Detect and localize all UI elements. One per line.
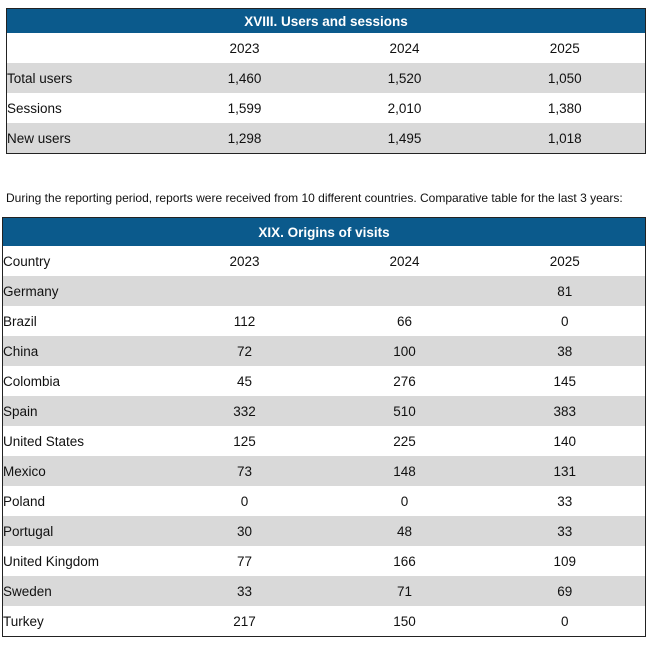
country-label: United States	[3, 433, 85, 449]
country-label: Colombia	[3, 373, 61, 389]
users-sessions-title: XVIII. Users and sessions	[6, 8, 646, 33]
table-cell: 1,460	[164, 63, 325, 93]
origins-title: XIX. Origins of visits	[2, 217, 646, 246]
country-label: Sweden	[2, 576, 165, 606]
table-cell: 225	[393, 433, 416, 449]
table-cell: 1,520	[324, 63, 485, 93]
table-cell: 66	[396, 313, 413, 329]
table-cell: 1,298	[164, 123, 325, 154]
table-cell: 109	[553, 553, 577, 569]
table-row: United States 125 225 140	[3, 426, 646, 456]
table-cell: 0	[561, 313, 569, 329]
country-label: Portugal	[2, 516, 165, 546]
table-cell: 140	[553, 433, 577, 449]
table-cell: 332	[164, 396, 325, 426]
column-header: 2024	[389, 40, 420, 56]
table-row: Portugal 30 48 33	[2, 516, 646, 546]
table-cell: 125	[233, 433, 256, 449]
table-cell: 71	[324, 576, 485, 606]
table-cell	[164, 276, 325, 306]
country-label: United Kingdom	[3, 553, 100, 569]
table-cell: 1,380	[547, 100, 582, 116]
table-cell: 0	[400, 493, 409, 509]
column-header: 2025	[549, 40, 580, 56]
table-cell: 145	[553, 373, 577, 389]
country-label: Spain	[2, 396, 165, 426]
table-cell: 30	[164, 516, 325, 546]
table-cell: 1,495	[324, 123, 485, 154]
intro-paragraph: During the reporting period, reports wer…	[6, 191, 623, 205]
column-header: 2024	[389, 253, 420, 269]
country-label: Germany	[2, 276, 165, 306]
table-row: United Kingdom 77 166 109	[3, 546, 646, 576]
table-cell: 1,599	[227, 100, 262, 116]
table-cell: 510	[324, 396, 485, 426]
table-cell: 100	[324, 336, 485, 366]
table-cell: 69	[484, 576, 646, 606]
table-row: Brazil 112 66 0	[3, 306, 646, 336]
table-cell: 33	[557, 493, 573, 509]
table-cell: 166	[393, 553, 416, 569]
table-cell: 1,018	[484, 123, 646, 154]
column-header	[7, 33, 165, 63]
table-row: Spain 332 510 383	[2, 396, 646, 426]
table-cell: 131	[484, 456, 646, 486]
table-cell: 0	[240, 493, 249, 509]
table-cell: 217	[233, 613, 256, 629]
table-header-row: Country 2023 2024 2025	[3, 246, 646, 276]
table-cell: 77	[236, 553, 253, 569]
table-cell: 81	[484, 276, 646, 306]
table-header-row: 2023 2024 2025	[7, 33, 646, 63]
table-cell: 33	[484, 516, 646, 546]
country-label: Poland	[3, 493, 46, 509]
country-label: China	[2, 336, 165, 366]
origins-table: XIX. Origins of visits Country 2023 2024…	[2, 217, 647, 637]
table-cell: 38	[484, 336, 646, 366]
table-cell: 1,050	[484, 63, 646, 93]
table-cell	[324, 276, 485, 306]
table-row: China 72 100 38	[2, 336, 646, 366]
table-cell: 150	[393, 613, 416, 629]
table-row: Mexico 73 148 131	[2, 456, 646, 486]
table-cell: 45	[236, 373, 253, 389]
table-cell: 148	[324, 456, 485, 486]
row-label: New users	[6, 123, 165, 154]
table-row: Germany 81	[2, 276, 646, 306]
users-sessions-table: XVIII. Users and sessions 2023 2024 2025…	[6, 8, 647, 154]
column-header: Country	[3, 253, 51, 269]
table-cell: 48	[324, 516, 485, 546]
column-header: 2023	[229, 253, 260, 269]
column-header: 2025	[549, 253, 580, 269]
table-row: Turkey 217 150 0	[3, 606, 646, 637]
table-cell: 2,010	[387, 100, 422, 116]
country-label: Brazil	[3, 313, 37, 329]
table-row: Total users 1,460 1,520 1,050	[6, 63, 646, 93]
table-cell: 33	[164, 576, 325, 606]
table-cell: 112	[233, 313, 256, 329]
table-row: Poland 0 0 33	[3, 486, 646, 516]
table-cell: 72	[164, 336, 325, 366]
table-row: Colombia 45 276 145	[3, 366, 646, 396]
country-label: Mexico	[2, 456, 165, 486]
row-label: Sessions	[7, 100, 62, 116]
table-cell: 276	[393, 373, 416, 389]
row-label: Total users	[6, 63, 165, 93]
table-row: New users 1,298 1,495 1,018	[6, 123, 646, 154]
column-header: 2023	[229, 40, 260, 56]
table-row: Sessions 1,599 2,010 1,380	[7, 93, 646, 123]
table-cell: 0	[561, 613, 569, 629]
table-cell: 383	[484, 396, 646, 426]
table-row: Sweden 33 71 69	[2, 576, 646, 606]
table-cell: 73	[164, 456, 325, 486]
country-label: Turkey	[3, 613, 44, 629]
